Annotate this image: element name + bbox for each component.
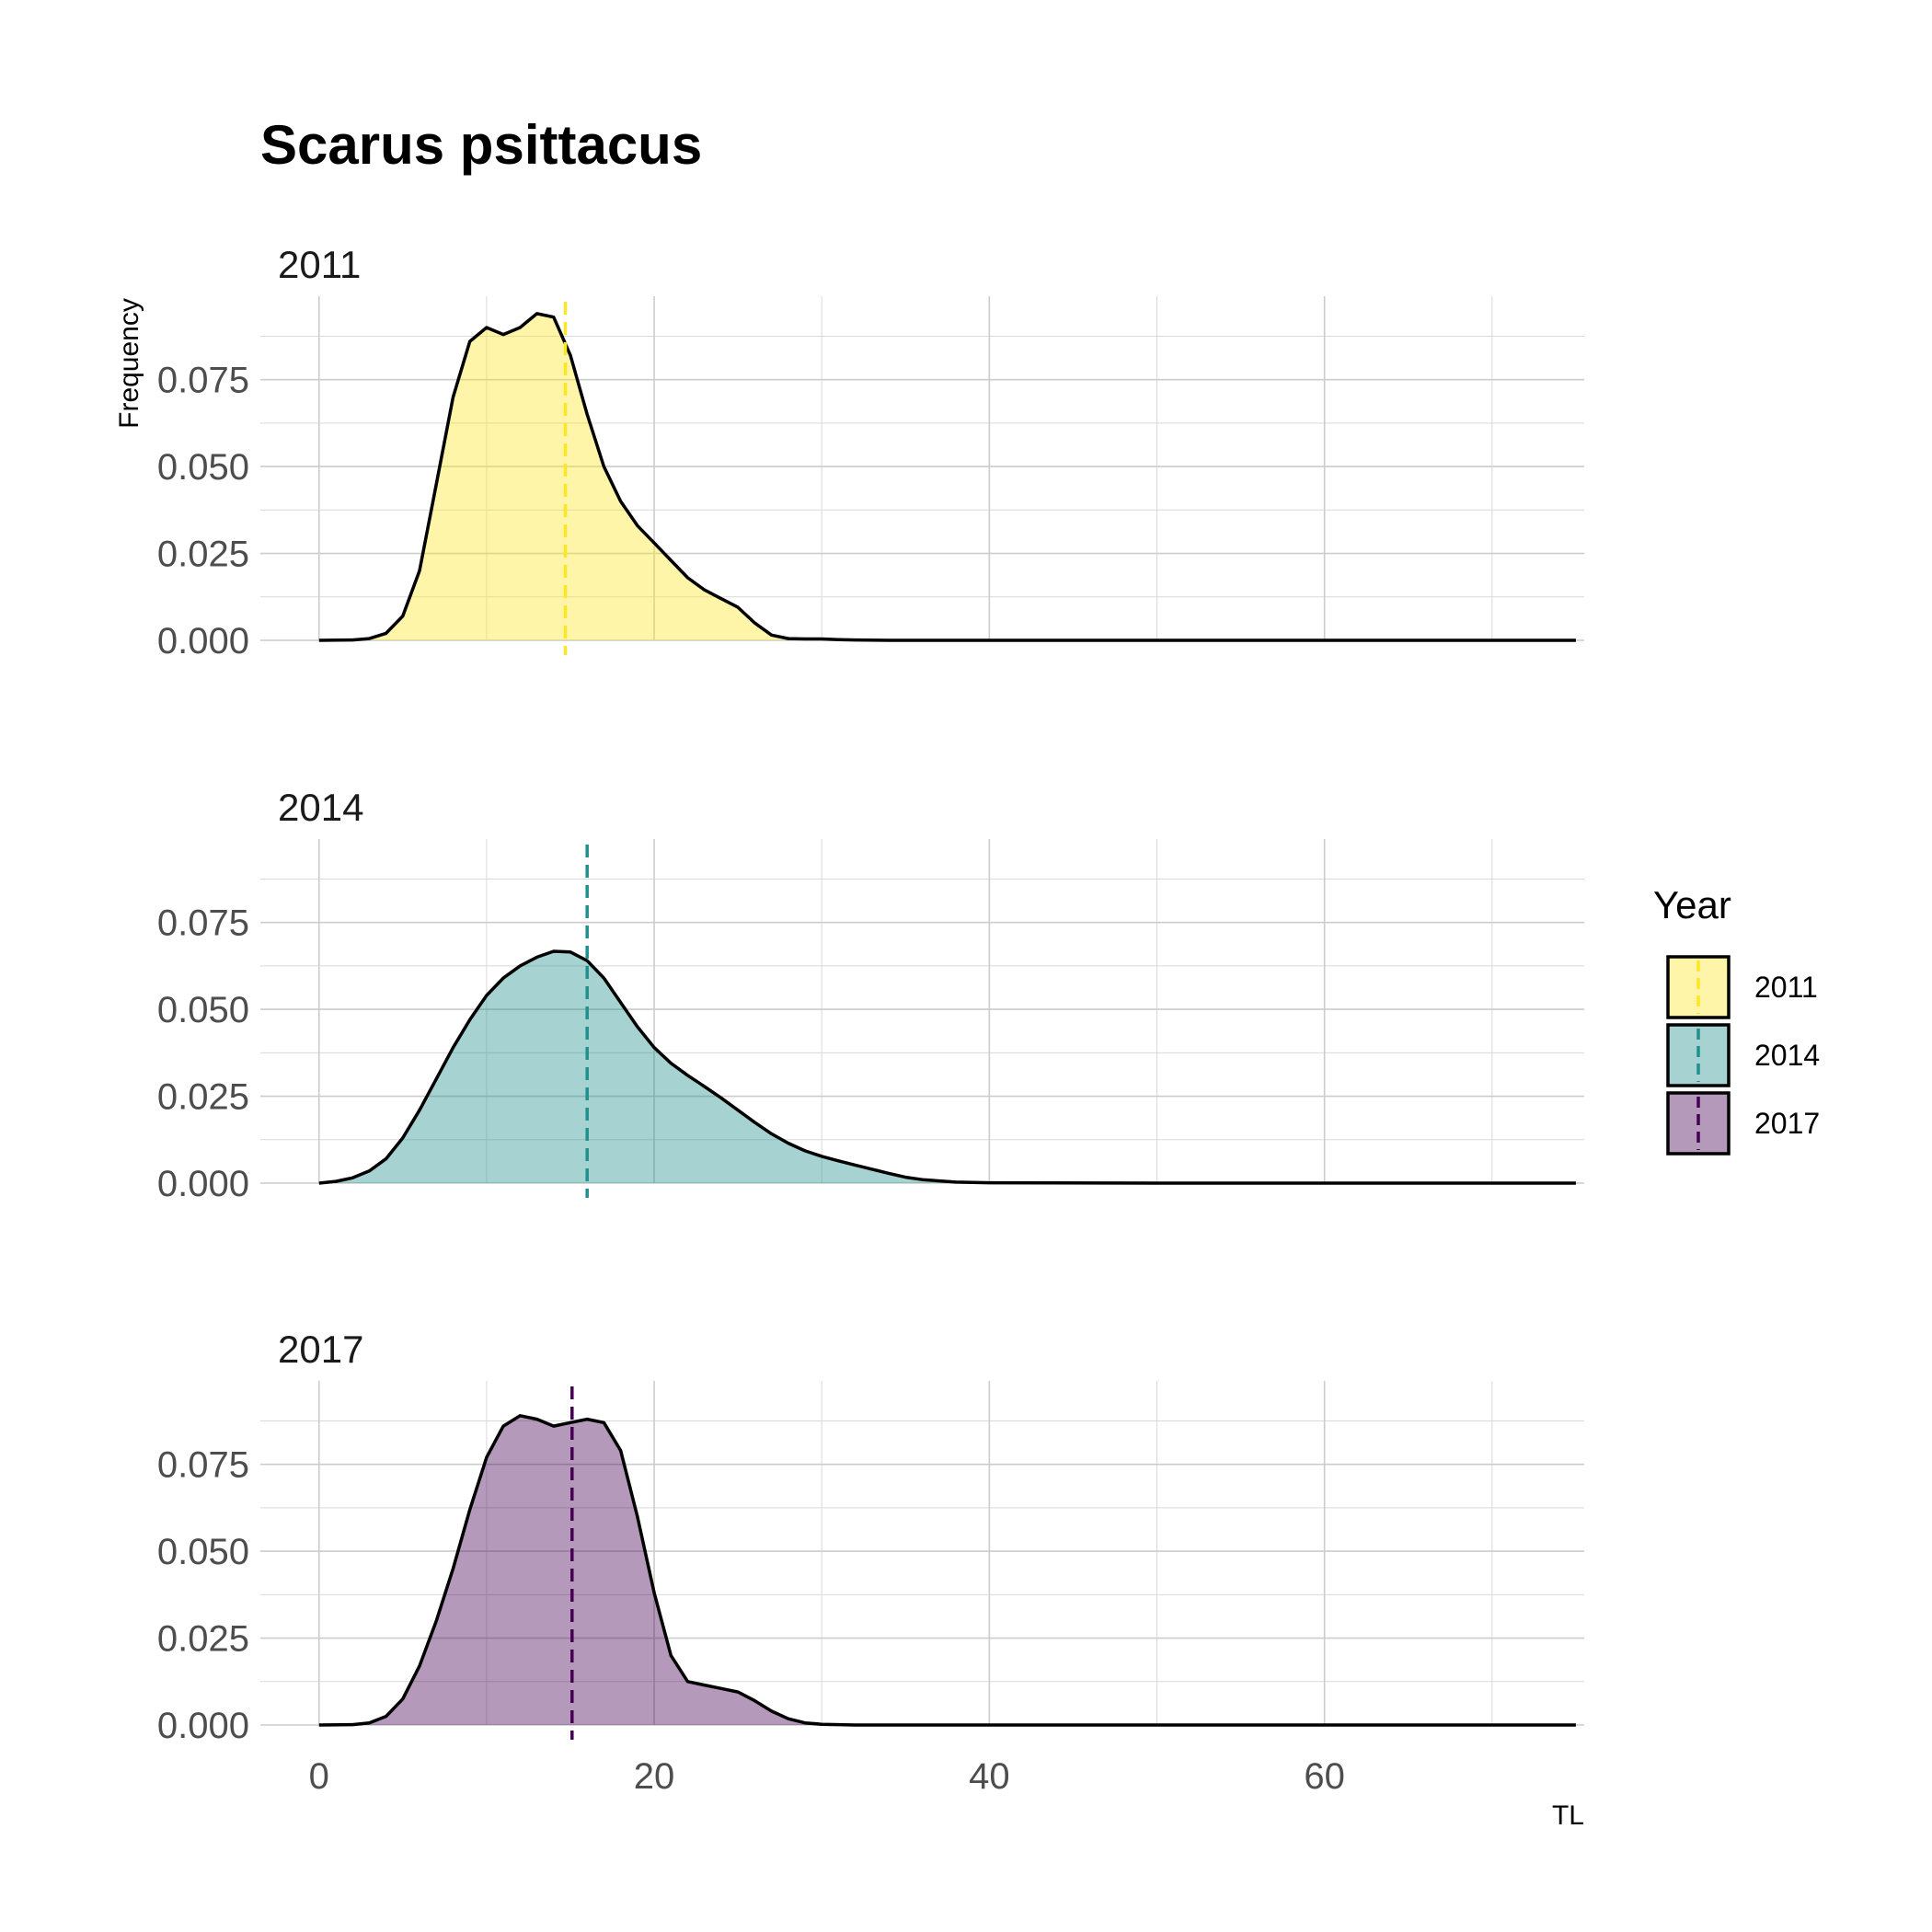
legend-item-2017: 2017 [1666,1091,1820,1156]
legend-title: Year [1653,883,1731,926]
panel-2011: 2011 0.000 0.025 0.050 0.075 [157,243,1584,661]
y-tick-label: 0.050 [157,990,249,1030]
density-area-2017 [318,1415,1576,1725]
y-tick-label: 0.025 [157,535,249,575]
y-tick-label: 0.075 [157,361,249,401]
x-tick-label: 0 [309,1756,329,1797]
y-tick-label: 0.025 [157,1619,249,1660]
density-line-2014 [318,949,1576,1185]
x-tick-label: 60 [1304,1756,1345,1797]
panel-label-2011: 2011 [278,243,361,286]
legend-keys: 2011 2014 2017 [1666,955,1820,1156]
legend-item-2011: 2011 [1666,955,1818,1019]
legend-label-2017: 2017 [1754,1107,1820,1140]
panel-label-2014: 2014 [278,786,363,829]
chart-title: Scarus psittacus [260,114,702,176]
y-tick-label: 0.075 [157,1445,249,1486]
panel-label-2017: 2017 [278,1328,363,1371]
x-tick-label: 20 [634,1756,675,1797]
legend-item-2014: 2014 [1666,1023,1820,1087]
y-tick-label: 0.000 [157,621,249,661]
y-tick-label: 0.075 [157,903,249,944]
y-tick-label: 0.025 [157,1077,249,1118]
y-tick-label: 0.050 [157,1532,249,1572]
legend: Year 2011 2014 2017 [1653,883,1820,1156]
y-axis-title: Frequency [114,298,144,429]
density-line-2011 [318,312,1576,642]
y-tick-label: 0.050 [157,447,249,488]
x-axis-title: TL [1552,1800,1584,1831]
density-area-2011 [318,313,1576,640]
x-tick-label: 40 [969,1756,1010,1797]
y-tick-label: 0.000 [157,1164,249,1204]
panel-2014: 2014 0.000 0.025 0.050 0.075 [157,786,1584,1204]
x-axis: 0 20 40 60 [309,1756,1345,1797]
legend-label-2011: 2011 [1754,971,1818,1004]
y-tick-label: 0.000 [157,1706,249,1746]
legend-label-2014: 2014 [1754,1039,1820,1072]
panel-2017: 2017 0.000 0.025 0.050 0.075 [157,1328,1584,1746]
density-area-2014 [318,951,1576,1183]
density-line-2017 [318,1414,1576,1727]
facet-panels: 2011 0.000 0.025 0.050 0.075 2014 0.000 0.025 0.… [157,243,1584,1746]
